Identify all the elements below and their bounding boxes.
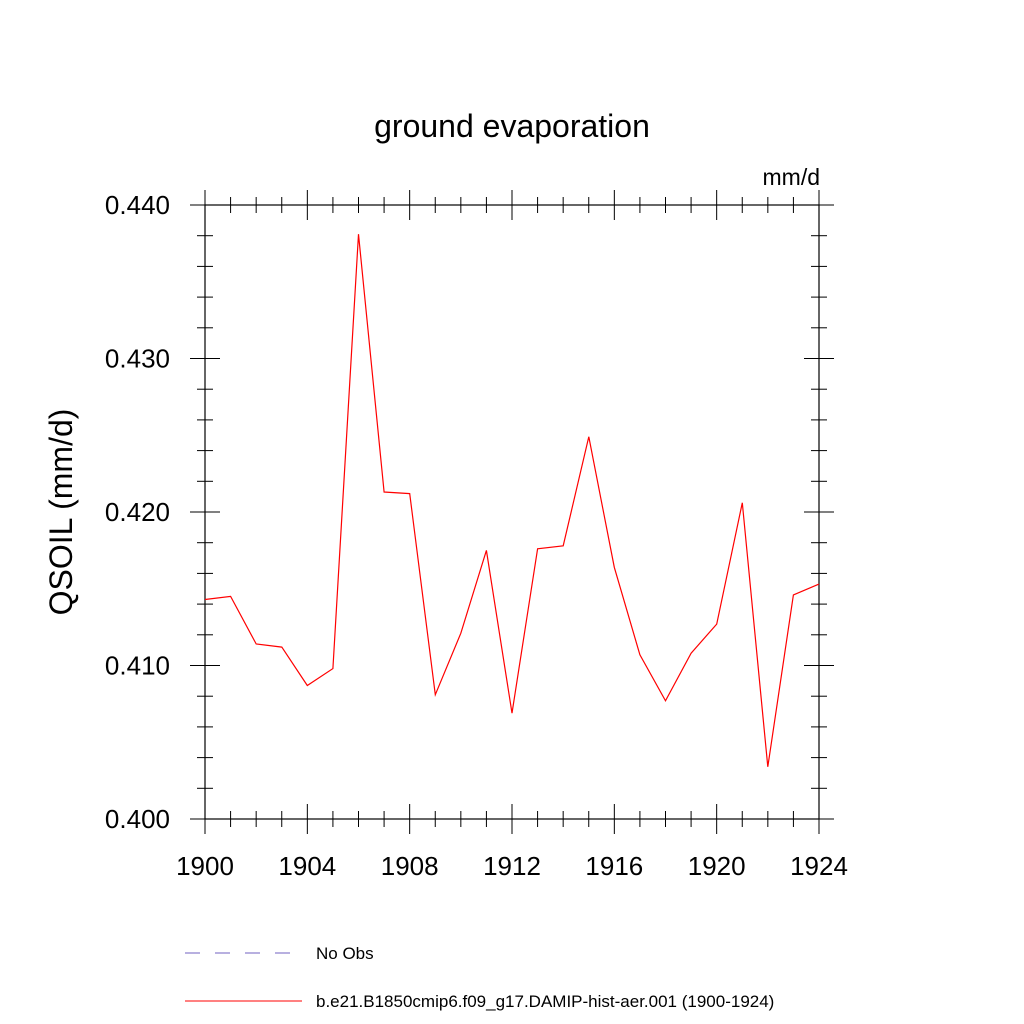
y-tick-label: 0.430 — [105, 344, 170, 374]
plot-frame — [204, 204, 820, 820]
x-tick-label: 1908 — [381, 851, 439, 881]
data-series — [204, 234, 820, 767]
y-tick-label: 0.410 — [105, 651, 170, 681]
x-tick-label: 1900 — [176, 851, 234, 881]
x-tick-label: 1920 — [688, 851, 746, 881]
x-tick-labels: 1900 1904 1908 1912 1916 1920 1924 — [176, 851, 848, 881]
units-label: mm/d — [763, 164, 821, 190]
x-tick-label: 1912 — [483, 851, 541, 881]
y-tick-label: 0.420 — [105, 497, 170, 527]
series-line — [204, 234, 820, 767]
legend-label: b.e21.B1850cmip6.f09_g17.DAMIP-hist-aer.… — [316, 992, 774, 1011]
y-axis-label: QSOIL (mm/d) — [43, 409, 79, 616]
tick-marks — [190, 190, 834, 834]
legend: No Obs b.e21.B1850cmip6.f09_g17.DAMIP-his… — [185, 944, 774, 1011]
y-tick-label: 0.440 — [105, 190, 170, 220]
legend-label: No Obs — [316, 944, 374, 963]
y-tick-label: 0.400 — [105, 804, 170, 834]
x-tick-label: 1916 — [585, 851, 643, 881]
x-tick-label: 1924 — [790, 851, 848, 881]
x-tick-label: 1904 — [278, 851, 336, 881]
y-tick-labels: 0.400 0.410 0.420 0.430 0.440 — [105, 190, 170, 834]
chart-title: ground evaporation — [374, 108, 650, 144]
